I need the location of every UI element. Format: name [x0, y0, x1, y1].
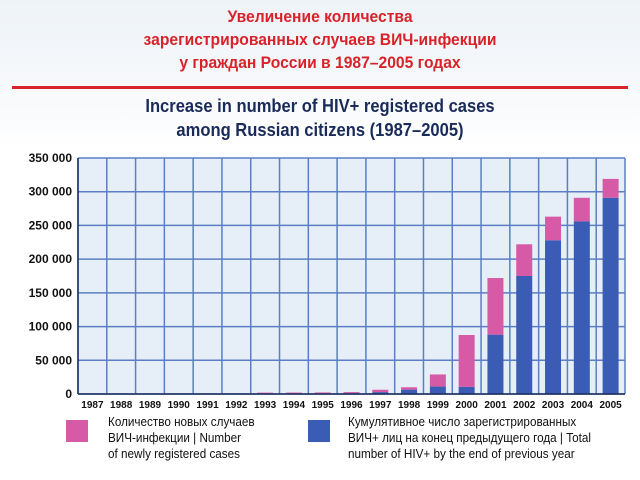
y-tick-label: 100 000: [29, 320, 73, 334]
x-tick-label: 1993: [254, 400, 277, 411]
y-tick-label: 300 000: [29, 185, 73, 199]
title-ru-line3: у граждан России в 1987–2005 годах: [179, 53, 461, 72]
bar-new-cases: [257, 392, 274, 394]
x-tick-label: 1990: [168, 400, 191, 411]
legend-label-new-cases: Количество новых случаев ВИЧ-инфекции | …: [108, 414, 255, 462]
x-tick-label: 1995: [312, 400, 335, 411]
bar-new-cases: [372, 389, 389, 393]
x-tick-label: 2001: [484, 400, 507, 411]
title-en-line1: Increase in number of HIV+ registered ca…: [145, 96, 495, 116]
x-tick-label: 2005: [599, 400, 622, 411]
bar-cumulative: [487, 334, 504, 394]
bar-cumulative: [602, 197, 619, 394]
bar-new-cases: [458, 335, 475, 387]
x-tick-label: 1987: [81, 400, 104, 411]
x-tick-label: 2000: [456, 400, 479, 411]
bar-cumulative: [545, 240, 562, 394]
bar-cumulative: [458, 386, 475, 394]
bar-cumulative: [516, 276, 533, 394]
x-tick-label: 1999: [427, 400, 450, 411]
bar-new-cases: [573, 197, 590, 222]
legend-cumulative-line1: Кумулятивное число зарегистрированных: [348, 414, 577, 429]
title-ru-line2: зарегистрированных случаев ВИЧ-инфекции: [143, 30, 497, 49]
bar-new-cases: [429, 374, 446, 387]
bar-cumulative: [573, 221, 590, 394]
x-tick-label: 1992: [225, 400, 248, 411]
legend-label-cumulative: Кумулятивное число зарегистрированных ВИ…: [348, 414, 591, 462]
bar-new-cases: [602, 178, 619, 198]
bar-cumulative: [429, 386, 446, 394]
title-en-line2: among Russian citizens (1987–2005): [176, 120, 464, 140]
bar-cumulative: [372, 392, 389, 394]
x-tick-label: 1991: [196, 400, 219, 411]
bar-new-cases: [401, 387, 418, 390]
bar-new-cases: [285, 392, 302, 394]
legend-new-cases-line1: Количество новых случаев: [108, 414, 255, 429]
legend-swatch-cumulative: [308, 420, 330, 442]
bar-new-cases: [516, 244, 533, 276]
bar-new-cases: [487, 278, 504, 335]
bar-cumulative: [401, 389, 418, 394]
title-ru-line1: Увеличение количества: [227, 7, 413, 26]
plot-area: [78, 158, 625, 394]
legend-cumulative-line3: number of HIV+ by the end of previous ye…: [348, 446, 575, 461]
legend-new-cases-line2: ВИЧ-инфекции | Number: [108, 430, 242, 445]
bar-new-cases: [314, 392, 331, 394]
header-background: [0, 0, 640, 150]
y-tick-label: 350 000: [29, 151, 73, 165]
x-tick-label: 2003: [542, 400, 565, 411]
y-tick-label: 250 000: [29, 218, 73, 232]
x-tick-label: 1989: [139, 400, 162, 411]
x-tick-label: 2002: [513, 400, 536, 411]
x-tick-label: 1998: [398, 400, 421, 411]
x-tick-label: 1988: [110, 400, 133, 411]
bar-new-cases: [545, 216, 562, 241]
y-tick-label: 150 000: [29, 286, 73, 300]
legend-swatch-new-cases: [66, 420, 88, 442]
y-tick-label: 200 000: [29, 252, 73, 266]
x-tick-label: 2004: [571, 400, 594, 411]
legend-cumulative-line2: ВИЧ+ лиц на конец предыдущего года | Tot…: [348, 430, 591, 445]
title-divider: [12, 86, 628, 89]
y-tick-label: 50 000: [35, 353, 72, 367]
x-tick-label: 1994: [283, 400, 306, 411]
bar-new-cases: [343, 392, 360, 394]
legend-new-cases-line3: of newly registered cases: [108, 446, 241, 461]
x-tick-label: 1997: [369, 400, 392, 411]
x-tick-label: 1996: [340, 400, 363, 411]
y-tick-label: 0: [65, 387, 72, 401]
